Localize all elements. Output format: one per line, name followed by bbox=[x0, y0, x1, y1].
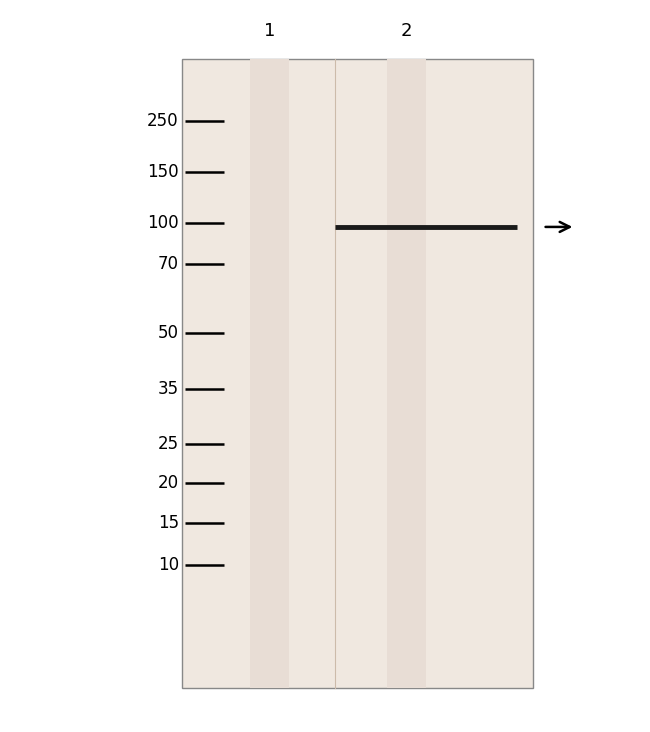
Text: 50: 50 bbox=[158, 324, 179, 342]
Text: 2: 2 bbox=[400, 22, 412, 40]
Text: 20: 20 bbox=[158, 474, 179, 492]
Text: 10: 10 bbox=[158, 556, 179, 574]
Text: 70: 70 bbox=[158, 255, 179, 272]
Bar bbox=[387, 59, 426, 688]
Text: 25: 25 bbox=[158, 436, 179, 453]
Text: 250: 250 bbox=[147, 112, 179, 130]
Bar bbox=[182, 59, 533, 688]
Text: 15: 15 bbox=[158, 515, 179, 532]
Text: 150: 150 bbox=[147, 163, 179, 181]
Text: 35: 35 bbox=[158, 381, 179, 398]
Bar bbox=[250, 59, 289, 688]
Text: 1: 1 bbox=[264, 22, 276, 40]
Text: 100: 100 bbox=[147, 214, 179, 232]
